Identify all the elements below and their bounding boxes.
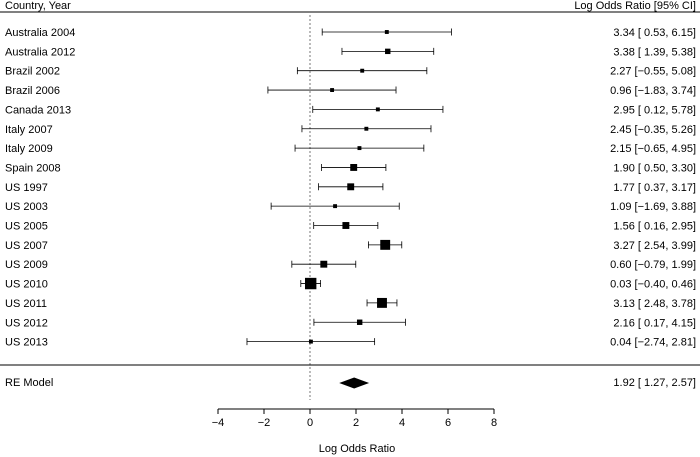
study-rows: Australia 2004 3.34 [ 0.53, 6.15]Australi… [5, 27, 696, 349]
study-label: Spain 2008 [5, 162, 61, 174]
study-estimate-text: 1.77 [ 0.37, 3.17] [613, 182, 696, 194]
study-row: US 2012 2.16 [ 0.17, 4.15] [5, 317, 696, 329]
point-estimate-marker [377, 297, 387, 308]
x-axis: −4 −2 0 2 4 6 8 [212, 408, 497, 429]
study-label: Brazil 2002 [5, 66, 60, 78]
study-label: US 2013 [5, 337, 48, 349]
study-row: US 2011 3.13 [ 2.48, 3.78] [5, 298, 696, 310]
study-estimate-text: 1.09 [−1.69, 3.88] [610, 201, 696, 213]
study-estimate-text: 0.03 [−0.40, 0.46] [610, 279, 696, 291]
study-estimate-text: 0.04 [−2.74, 2.81] [610, 337, 696, 349]
point-estimate-marker [342, 222, 350, 229]
x-tick-label: 4 [399, 417, 405, 429]
estimate-column-header: Log Odds Ratio [95% CI] [574, 0, 696, 12]
study-estimate-text: 0.96 [−1.83, 3.74] [610, 85, 696, 97]
study-row: US 1997 1.77 [ 0.37, 3.17] [5, 182, 696, 194]
study-row: Australia 2004 3.34 [ 0.53, 6.15] [5, 27, 696, 39]
point-estimate-marker [360, 68, 365, 73]
study-label: US 2011 [5, 298, 47, 310]
x-tick-label: −2 [258, 417, 271, 429]
study-label: US 2003 [5, 201, 48, 213]
point-estimate-marker [356, 319, 363, 325]
study-row: Italy 2007 2.45 [−0.35, 5.26] [5, 124, 696, 136]
summary-label: RE Model [5, 377, 53, 389]
study-label: Australia 2012 [5, 46, 75, 58]
study-label: US 2010 [5, 279, 48, 291]
study-label: US 1997 [5, 182, 48, 194]
study-estimate-text: 2.16 [ 0.17, 4.15] [613, 317, 696, 329]
study-label: US 2007 [5, 240, 48, 252]
study-label: US 2009 [5, 259, 48, 271]
study-row: Spain 2008 1.90 [ 0.50, 3.30] [5, 162, 696, 174]
study-label: US 2005 [5, 221, 48, 233]
point-estimate-marker [330, 88, 335, 92]
study-label: US 2012 [5, 317, 48, 329]
x-tick-label: 0 [307, 417, 313, 429]
study-estimate-text: 2.45 [−0.35, 5.26] [610, 124, 696, 136]
summary-diamond [339, 377, 370, 389]
x-tick-label: −4 [212, 417, 225, 429]
study-estimate-text: 2.27 [−0.55, 5.08] [610, 66, 696, 78]
study-estimate-text: 2.15 [−0.65, 4.95] [610, 143, 696, 155]
study-row: US 2005 1.56 [ 0.16, 2.95] [5, 221, 696, 233]
summary-estimate-text: 1.92 [ 1.27, 2.57] [613, 377, 696, 389]
point-estimate-marker [357, 146, 362, 151]
point-estimate-marker [347, 183, 355, 191]
point-estimate-marker [364, 126, 369, 131]
study-row: US 2003 1.09 [−1.69, 3.88] [5, 201, 696, 213]
study-row: Australia 2012 3.38 [ 1.39, 5.38] [5, 46, 696, 58]
study-estimate-text: 3.27 [ 2.54, 3.99] [613, 240, 696, 252]
study-row: Canada 2013 2.95 [ 0.12, 5.78] [5, 104, 696, 116]
point-estimate-marker [350, 164, 358, 171]
study-row: Brazil 2002 2.27 [−0.55, 5.08] [5, 66, 696, 78]
header: Country, Year Log Odds Ratio [95% CI] [0, 0, 700, 13]
study-row: Italy 2009 2.15 [−0.65, 4.95] [5, 143, 696, 155]
study-row: US 2010 0.03 [−0.40, 0.46] [5, 277, 696, 291]
study-label: Canada 2013 [5, 104, 71, 116]
study-estimate-text: 2.95 [ 0.12, 5.78] [613, 104, 696, 116]
point-estimate-marker [320, 260, 328, 268]
point-estimate-marker [308, 339, 313, 344]
study-label: Italy 2009 [5, 143, 53, 155]
study-row: Brazil 2006 0.96 [−1.83, 3.74] [5, 85, 696, 97]
study-estimate-text: 3.38 [ 1.39, 5.38] [613, 46, 696, 58]
x-axis-label: Log Odds Ratio [319, 443, 395, 455]
summary-row: RE Model 1.92 [ 1.27, 2.57] [5, 377, 696, 389]
point-estimate-marker [333, 204, 338, 209]
point-estimate-marker [385, 48, 391, 55]
point-estimate-marker [380, 239, 391, 250]
study-estimate-text: 0.60 [−0.79, 1.99] [610, 259, 696, 271]
study-row: US 2009 0.60 [−0.79, 1.99] [5, 259, 696, 271]
study-label: Brazil 2006 [5, 85, 60, 97]
study-column-header: Country, Year [5, 0, 71, 12]
point-estimate-marker [304, 277, 317, 290]
x-tick-label: 2 [353, 417, 359, 429]
x-tick-label: 6 [445, 417, 451, 429]
study-estimate-text: 3.34 [ 0.53, 6.15] [613, 27, 696, 39]
point-estimate-marker [384, 30, 389, 34]
study-label: Italy 2007 [5, 124, 53, 136]
study-estimate-text: 1.90 [ 0.50, 3.30] [613, 162, 696, 174]
study-row: US 2013 0.04 [−2.74, 2.81] [5, 337, 696, 349]
point-estimate-marker [375, 107, 380, 112]
study-estimate-text: 1.56 [ 0.16, 2.95] [613, 221, 696, 233]
study-row: US 2007 3.27 [ 2.54, 3.99] [5, 240, 696, 252]
study-estimate-text: 3.13 [ 2.48, 3.78] [613, 298, 696, 310]
x-tick-label: 8 [491, 417, 497, 429]
study-label: Australia 2004 [5, 27, 75, 39]
